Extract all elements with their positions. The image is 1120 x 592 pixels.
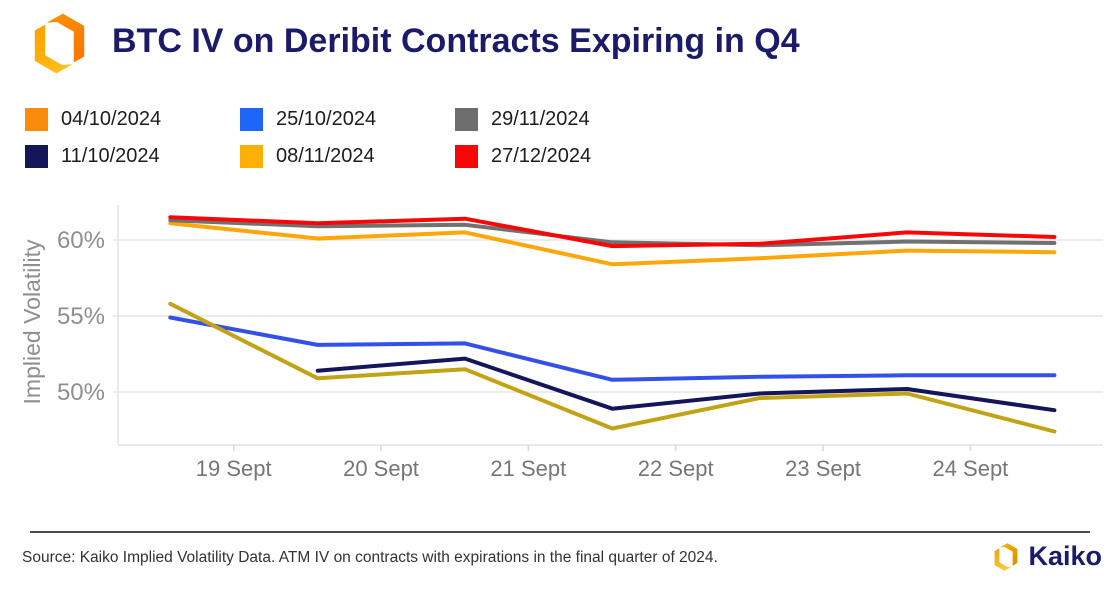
x-tick-label: 21 Sept — [490, 456, 566, 481]
line-11-10-2024 — [315, 356, 1057, 413]
legend-label: 29/11/2024 — [491, 108, 590, 130]
line-29-11-2024 — [168, 218, 1057, 248]
kaiko-footer-logo-icon — [995, 542, 1018, 571]
legend-label: 11/10/2024 — [61, 145, 160, 167]
y-tick-label: 55% — [57, 303, 105, 330]
line-04-10-2024 — [168, 301, 1057, 434]
legend-label: 25/10/2024 — [276, 108, 377, 130]
y-tick-label: 60% — [57, 227, 105, 254]
x-tick-label: 22 Sept — [638, 456, 714, 481]
legend-item-11-10-2024: 11/10/2024 — [25, 138, 240, 175]
legend-label: 04/10/2024 — [61, 108, 162, 130]
x-tick-label: 23 Sept — [785, 456, 861, 481]
source-note: Source: Kaiko Implied Volatility Data. A… — [22, 549, 718, 566]
line-25-10-2024 — [168, 315, 1057, 382]
legend-swatch-icon — [240, 145, 263, 168]
x-tick-label: 19 Sept — [196, 456, 272, 481]
x-tick-label: 20 Sept — [343, 456, 419, 481]
legend-item-04-10-2024: 04/10/2024 — [25, 101, 240, 138]
page-title: BTC IV on Deribit Contracts Expiring in … — [112, 22, 800, 60]
x-tick-label: 24 Sept — [932, 456, 1008, 481]
line-27-12-2024 — [168, 215, 1057, 249]
legend-label: 27/12/2024 — [491, 145, 592, 167]
chart-legend: 04/10/2024 11/10/2024 25/10/2024 08/11/2… — [25, 101, 685, 175]
legend-item-25-10-2024: 25/10/2024 — [240, 101, 455, 138]
kaiko-logo-icon — [34, 13, 85, 74]
legend-item-27-12-2024: 27/12/2024 — [455, 138, 685, 175]
legend-label: 08/11/2024 — [276, 145, 375, 167]
legend-item-08-11-2024: 08/11/2024 — [240, 138, 455, 175]
legend-swatch-icon — [25, 108, 48, 131]
legend-swatch-icon — [455, 108, 478, 131]
legend-swatch-icon — [240, 108, 263, 131]
line-08-11-2024 — [168, 221, 1057, 267]
y-tick-label: 50% — [57, 379, 105, 406]
y-axis-title: Implied Volatility — [19, 239, 45, 404]
legend-item-29-11-2024: 29/11/2024 — [455, 101, 685, 138]
legend-swatch-icon — [455, 145, 478, 168]
footer-brand-name: Kaiko — [1028, 541, 1102, 571]
legend-swatch-icon — [25, 145, 48, 168]
footer-divider — [30, 531, 1090, 533]
footer-brand: Kaiko — [991, 541, 1102, 572]
